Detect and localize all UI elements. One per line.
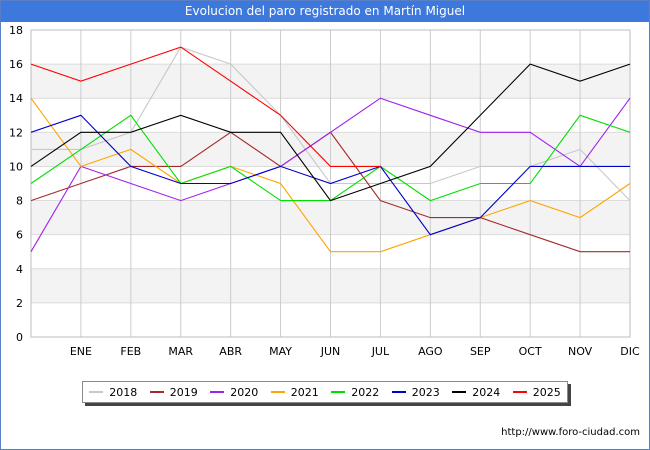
legend-item-2019: 2019 <box>149 385 198 399</box>
x-tick-label: FEB <box>120 345 141 358</box>
y-tick-label: 6 <box>16 229 23 242</box>
y-tick-label: 8 <box>16 195 23 208</box>
legend-label: 2024 <box>472 385 501 399</box>
legend-label: 2025 <box>532 385 561 399</box>
x-tick-label: JUL <box>371 345 390 358</box>
legend-item-2020: 2020 <box>210 386 258 399</box>
series-line-2021 <box>30 97 631 253</box>
series-line-2020 <box>30 97 631 252</box>
legend-swatch <box>512 391 527 393</box>
y-tick-label: 2 <box>16 297 23 310</box>
legend-swatch <box>270 391 285 393</box>
legend-swatch <box>391 391 406 393</box>
x-tick-label: JUN <box>320 345 341 358</box>
y-tick-label: 4 <box>16 263 23 276</box>
y-tick-label: 18 <box>9 24 23 37</box>
legend-swatch <box>210 391 225 393</box>
y-tick-label: 16 <box>9 58 23 71</box>
x-tick-label: AGO <box>418 345 443 358</box>
x-tick-label: MAR <box>168 345 193 358</box>
source-url: http://www.foro-ciudad.com <box>501 427 640 438</box>
x-tick-label: ABR <box>219 345 242 358</box>
x-tick-label: MAY <box>269 345 292 358</box>
y-tick-label: 10 <box>9 160 23 173</box>
legend-item-2021: 2021 <box>270 385 319 399</box>
legend-swatch <box>149 391 164 393</box>
legend-label: 2022 <box>351 385 380 399</box>
legend-swatch <box>452 391 467 393</box>
x-tick-label: DIC <box>620 345 640 358</box>
y-tick-label: 12 <box>9 126 23 139</box>
legend-item-2022: 2022 <box>331 386 379 399</box>
chart-legend: 2018 2019 2020 2021 2022 2023 2024 2025 <box>82 381 568 403</box>
series-line-2023 <box>30 114 630 236</box>
x-tick-label: ENE <box>70 345 92 358</box>
legend-label: 2019 <box>169 385 198 399</box>
legend-item-2023: 2023 <box>391 385 440 399</box>
legend-swatch <box>89 391 104 393</box>
legend-label: 2023 <box>411 385 440 399</box>
legend-item-2018: 2018 <box>89 386 137 399</box>
legend-item-2025: 2025 <box>512 385 561 399</box>
legend-label: 2020 <box>230 385 259 399</box>
x-tick-label: NOV <box>568 345 593 358</box>
y-tick-label: 14 <box>9 92 23 105</box>
x-tick-label: SEP <box>470 345 491 358</box>
chart-title: Evolucion del paro registrado en Martín … <box>1 1 649 22</box>
legend-label: 2018 <box>109 385 138 399</box>
legend-item-2024: 2024 <box>452 386 500 399</box>
series-line-2024 <box>30 63 631 202</box>
series-line-2025 <box>30 46 381 167</box>
x-tick-label: OCT <box>519 345 542 358</box>
legend-label: 2021 <box>290 385 319 399</box>
legend-swatch <box>331 391 346 393</box>
y-tick-label: 0 <box>16 331 23 344</box>
